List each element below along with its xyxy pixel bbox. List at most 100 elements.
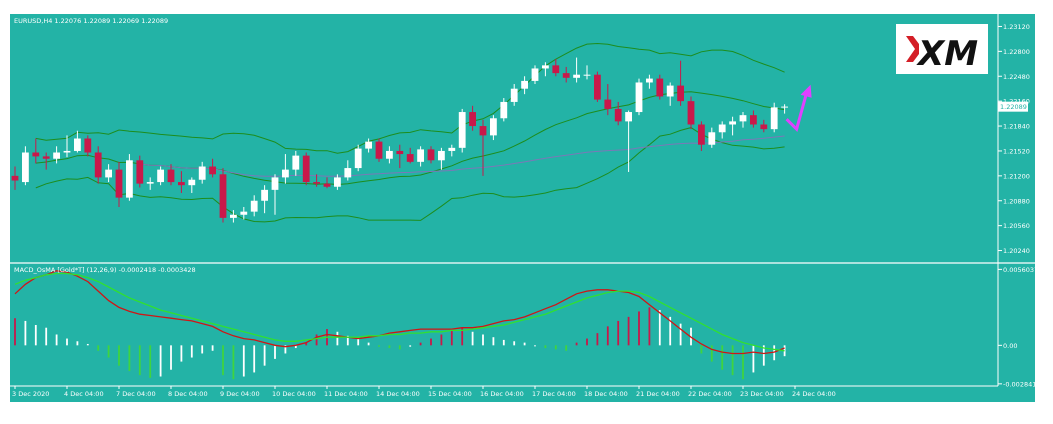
candle-body <box>63 150 71 153</box>
macd-histogram-bar <box>118 345 120 366</box>
candle-body <box>438 150 445 161</box>
current-price-label: 1.22089 <box>1000 103 1027 111</box>
candle-body <box>74 138 81 151</box>
candle-body <box>292 155 300 170</box>
candle-body <box>614 108 622 122</box>
macd-histogram-bar <box>388 345 391 349</box>
macd-histogram-bar <box>45 327 48 346</box>
candle-body <box>396 150 404 155</box>
candle-body <box>240 211 248 215</box>
price-tick-label: 1.22800 <box>1003 48 1030 56</box>
candle-body <box>625 112 632 122</box>
macd-histogram-bar <box>315 334 318 346</box>
candle-body <box>531 68 539 81</box>
candle-body <box>781 106 788 108</box>
macd-histogram-bar <box>658 310 661 346</box>
time-tick-label: 11 Dec 04:00 <box>324 390 368 398</box>
candle-body <box>271 177 279 190</box>
candle-body <box>406 154 414 162</box>
time-tick-label: 8 Dec 04:00 <box>168 390 208 398</box>
macd-histogram-bar <box>742 345 744 380</box>
macd-histogram-bar <box>367 342 370 346</box>
macd-main-line <box>14 270 785 355</box>
macd-histogram-bar <box>721 345 724 370</box>
candle-body <box>136 160 144 184</box>
macd-header: MACD_OsMA [Gold*T] (12,26,9) -0.0002418 … <box>14 266 196 274</box>
candle-body <box>500 101 508 119</box>
candle-body <box>521 80 528 89</box>
candle-body <box>53 152 60 159</box>
candle-body <box>729 121 736 125</box>
time-tick-label: 3 Dec 2020 <box>12 390 49 398</box>
chart-canvas[interactable]: 1.23120 1.22800 1.22480 1.22160 1.21840 1.215… <box>10 14 1041 402</box>
candle-body <box>115 169 123 198</box>
price-tick-label: 1.20560 <box>1003 222 1030 230</box>
candle-body <box>126 160 133 198</box>
candle-body <box>562 73 570 78</box>
macd-histogram-bar <box>773 345 776 361</box>
price-tick-label: 1.23120 <box>1003 23 1030 31</box>
macd-histogram-bar <box>76 341 79 346</box>
macd-histogram-bar <box>544 345 547 349</box>
macd-histogram-bar <box>398 345 401 350</box>
candle-body <box>750 115 757 125</box>
candle-body <box>32 152 40 157</box>
time-tick-label: 7 Dec 04:00 <box>116 390 156 398</box>
macd-histogram-bar <box>34 325 37 346</box>
candle-body <box>302 155 310 183</box>
macd-histogram-bar <box>502 339 505 346</box>
macd-histogram-bar <box>617 320 620 346</box>
macd-histogram-bar <box>440 334 443 346</box>
macd-histogram-bar <box>450 330 453 346</box>
macd-histogram-bar <box>357 338 360 346</box>
macd-histogram-bar <box>86 343 89 346</box>
projection-arrow <box>785 92 809 133</box>
candle-body <box>22 152 29 183</box>
macd-histogram-bar <box>274 345 276 359</box>
price-tick-label: 1.20880 <box>1003 197 1030 205</box>
macd-histogram-bar <box>14 318 16 346</box>
macd-histogram-bar <box>128 345 131 372</box>
candle-body <box>542 65 549 69</box>
xm-logo-box <box>896 24 988 74</box>
candle-body <box>261 189 268 201</box>
candle-body <box>386 150 393 159</box>
time-tick-label: 4 Dec 04:00 <box>64 390 104 398</box>
macd-histogram-bar <box>575 342 578 346</box>
candle-body <box>354 148 362 169</box>
macd-histogram-bar <box>170 345 172 370</box>
time-tick-label: 17 Dec 04:00 <box>532 390 576 398</box>
candle-body <box>198 166 206 180</box>
macd-histogram-bar <box>409 345 412 347</box>
macd-histogram-bar <box>201 345 204 354</box>
macd-histogram-bar <box>669 316 672 346</box>
macd-histogram-bar <box>606 326 609 346</box>
current-price-box <box>998 101 1028 112</box>
candle-body <box>677 85 684 102</box>
price-tick-label: 1.21200 <box>1003 172 1030 180</box>
xm-logo-mark <box>906 36 919 62</box>
candle-body <box>344 168 352 178</box>
macd-histogram-bar <box>752 345 755 373</box>
time-tick-label: 21 Dec 04:00 <box>636 390 680 398</box>
candle-body <box>469 112 476 127</box>
macd-histogram-bar <box>638 311 640 346</box>
candle-body <box>188 179 196 186</box>
macd-histogram-bar <box>461 327 464 346</box>
macd-histogram-bar <box>513 341 516 346</box>
candle-body <box>323 183 331 187</box>
macd-histogram-bar <box>534 345 536 347</box>
candle-body <box>94 152 102 178</box>
candle-body <box>427 149 435 161</box>
chart-window: 1.23120 1.22800 1.22480 1.22160 1.21840 1.215… <box>10 14 1041 402</box>
candle-body <box>718 124 726 133</box>
candle-body <box>583 74 591 76</box>
price-tick-label: 1.21840 <box>1003 123 1030 131</box>
macd-histogram-bar <box>159 345 162 377</box>
time-tick-label: 22 Dec 04:00 <box>688 390 732 398</box>
macd-histogram-bar <box>554 345 557 350</box>
price-tick-label: 1.21520 <box>1003 147 1030 155</box>
macd-histogram-bar <box>565 345 568 351</box>
